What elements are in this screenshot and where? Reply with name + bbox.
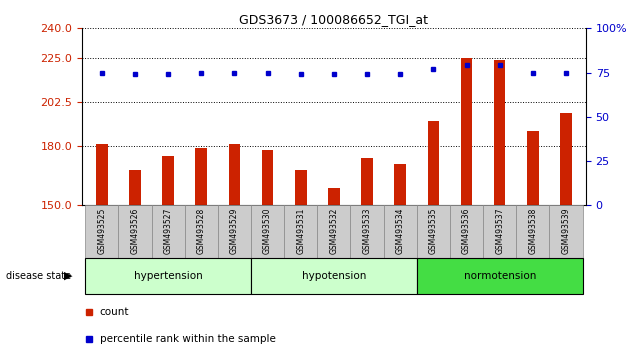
Bar bbox=[549, 205, 583, 258]
Text: GSM493531: GSM493531 bbox=[296, 208, 306, 255]
Text: GSM493529: GSM493529 bbox=[230, 208, 239, 255]
Bar bbox=[361, 158, 373, 205]
Text: disease state: disease state bbox=[6, 271, 71, 281]
Text: GSM493528: GSM493528 bbox=[197, 208, 206, 254]
Bar bbox=[229, 144, 240, 205]
Bar bbox=[494, 60, 505, 205]
Text: GSM493526: GSM493526 bbox=[130, 208, 139, 255]
Text: ▶: ▶ bbox=[64, 271, 72, 281]
Bar bbox=[284, 205, 318, 258]
Text: GSM493527: GSM493527 bbox=[164, 208, 173, 255]
Bar bbox=[350, 205, 384, 258]
Bar bbox=[450, 205, 483, 258]
Text: GSM493536: GSM493536 bbox=[462, 208, 471, 255]
Bar bbox=[483, 205, 516, 258]
Bar bbox=[417, 258, 583, 294]
Bar bbox=[185, 205, 218, 258]
Bar bbox=[152, 205, 185, 258]
Bar bbox=[96, 144, 108, 205]
Text: GSM493538: GSM493538 bbox=[529, 208, 537, 255]
Text: GSM493535: GSM493535 bbox=[429, 208, 438, 255]
Bar bbox=[163, 156, 174, 205]
Title: GDS3673 / 100086652_TGI_at: GDS3673 / 100086652_TGI_at bbox=[239, 13, 428, 26]
Text: normotension: normotension bbox=[464, 271, 536, 281]
Bar bbox=[85, 205, 118, 258]
Bar bbox=[384, 205, 417, 258]
Bar bbox=[129, 170, 140, 205]
Bar bbox=[218, 205, 251, 258]
Bar bbox=[428, 121, 439, 205]
Bar bbox=[251, 258, 417, 294]
Text: GSM493533: GSM493533 bbox=[362, 208, 372, 255]
Bar bbox=[251, 205, 284, 258]
Bar bbox=[417, 205, 450, 258]
Text: GSM493537: GSM493537 bbox=[495, 208, 504, 255]
Bar bbox=[262, 150, 273, 205]
Bar bbox=[516, 205, 549, 258]
Text: count: count bbox=[100, 307, 129, 317]
Bar bbox=[560, 113, 572, 205]
Text: hypotension: hypotension bbox=[302, 271, 366, 281]
Bar bbox=[295, 170, 307, 205]
Text: GSM493532: GSM493532 bbox=[329, 208, 338, 255]
Bar bbox=[318, 205, 350, 258]
Text: percentile rank within the sample: percentile rank within the sample bbox=[100, 334, 275, 344]
Bar bbox=[328, 188, 340, 205]
Text: GSM493534: GSM493534 bbox=[396, 208, 404, 255]
Bar bbox=[461, 58, 472, 205]
Text: GSM493530: GSM493530 bbox=[263, 208, 272, 255]
Bar bbox=[118, 205, 152, 258]
Bar bbox=[394, 164, 406, 205]
Bar bbox=[195, 148, 207, 205]
Bar bbox=[527, 131, 539, 205]
Text: GSM493539: GSM493539 bbox=[561, 208, 571, 255]
Bar bbox=[85, 258, 251, 294]
Text: hypertension: hypertension bbox=[134, 271, 202, 281]
Text: GSM493525: GSM493525 bbox=[97, 208, 106, 255]
